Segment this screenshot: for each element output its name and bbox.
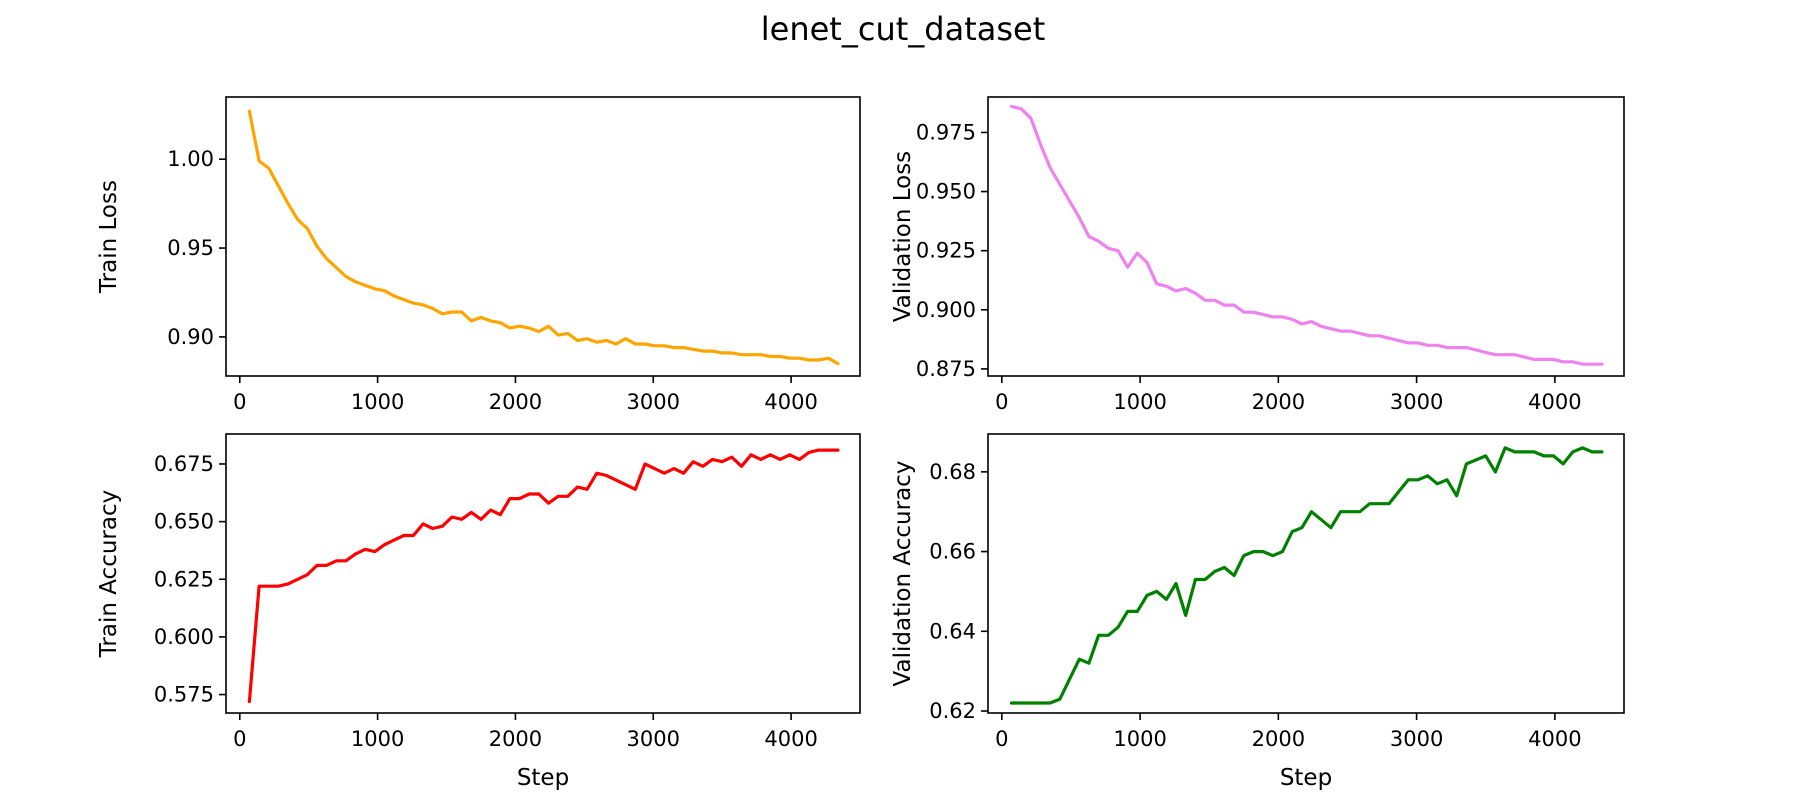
y-tick-label: 0.925 (916, 239, 976, 263)
x-tick-label: 2000 (489, 727, 542, 751)
y-tick-label: 0.900 (916, 298, 976, 322)
x-tick-label: 2000 (489, 390, 542, 414)
y-axis-label: Validation Accuracy (890, 461, 916, 687)
axes-frame (225, 433, 861, 714)
x-tick-label: 1000 (351, 727, 404, 751)
x-tick-label: 2000 (1252, 727, 1305, 751)
y-axis-label: Train Loss (96, 180, 122, 294)
x-tick-label: 0 (233, 727, 246, 751)
x-tick-label: 1000 (351, 390, 404, 414)
x-tick-label: 4000 (1528, 390, 1581, 414)
x-tick-label: 0 (995, 390, 1008, 414)
y-axis-label: Validation Loss (890, 151, 916, 322)
subplot-train-accuracy: 0 1000 2000 3000 4000 0.575 0.600 0.625 0.650 0.6… (96, 433, 861, 791)
axes-frame (987, 96, 1625, 377)
y-tick-label: 0.95 (167, 236, 214, 260)
x-tick-label: 2000 (1252, 390, 1305, 414)
figure-title: lenet_cut_dataset (761, 10, 1046, 48)
y-tick-label: 0.600 (154, 625, 214, 649)
y-tick-label: 0.625 (154, 567, 214, 591)
x-tick-label: 1000 (1113, 727, 1166, 751)
subplot-train-loss: 0 1000 2000 3000 4000 0.90 0.95 1.00 Train Loss (96, 96, 861, 414)
x-tick-label: 4000 (764, 727, 817, 751)
x-tick-label: 3000 (1390, 727, 1443, 751)
subplot-validation-accuracy: 0 1000 2000 3000 4000 0.62 0.64 0.66 0.68 Validat… (890, 433, 1625, 791)
x-tick-label: 3000 (1390, 390, 1443, 414)
y-tick-label: 0.675 (154, 452, 214, 476)
subplot-validation-loss: 0 1000 2000 3000 4000 0.875 0.900 0.925 0.950 0.9… (890, 96, 1625, 414)
x-tick-label: 1000 (1113, 390, 1166, 414)
series-line (247, 448, 840, 704)
series-line (1009, 446, 1604, 705)
x-tick-label: 0 (233, 390, 246, 414)
axes-frame (225, 96, 861, 377)
x-tick-label: 3000 (627, 390, 680, 414)
x-tick-label: 4000 (1528, 727, 1581, 751)
x-tick-label: 0 (995, 727, 1008, 751)
y-tick-label: 0.975 (916, 120, 976, 144)
y-tick-label: 0.90 (167, 325, 214, 349)
y-tick-label: 0.64 (929, 619, 976, 643)
x-axis-label: Step (1280, 765, 1332, 791)
y-tick-label: 0.68 (929, 460, 976, 484)
y-tick-label: 0.575 (154, 683, 214, 707)
y-tick-label: 1.00 (167, 147, 214, 171)
series-line (1009, 104, 1604, 366)
series-line (247, 109, 840, 366)
y-tick-label: 0.875 (916, 357, 976, 381)
x-axis-label: Step (517, 765, 569, 791)
y-axis-label: Train Accuracy (96, 490, 122, 659)
y-tick-label: 0.66 (929, 540, 976, 564)
y-tick-label: 0.950 (916, 180, 976, 204)
y-tick-label: 0.62 (929, 699, 976, 723)
x-tick-label: 4000 (764, 390, 817, 414)
x-tick-label: 3000 (627, 727, 680, 751)
y-tick-label: 0.650 (154, 510, 214, 534)
axes-frame (987, 433, 1625, 714)
